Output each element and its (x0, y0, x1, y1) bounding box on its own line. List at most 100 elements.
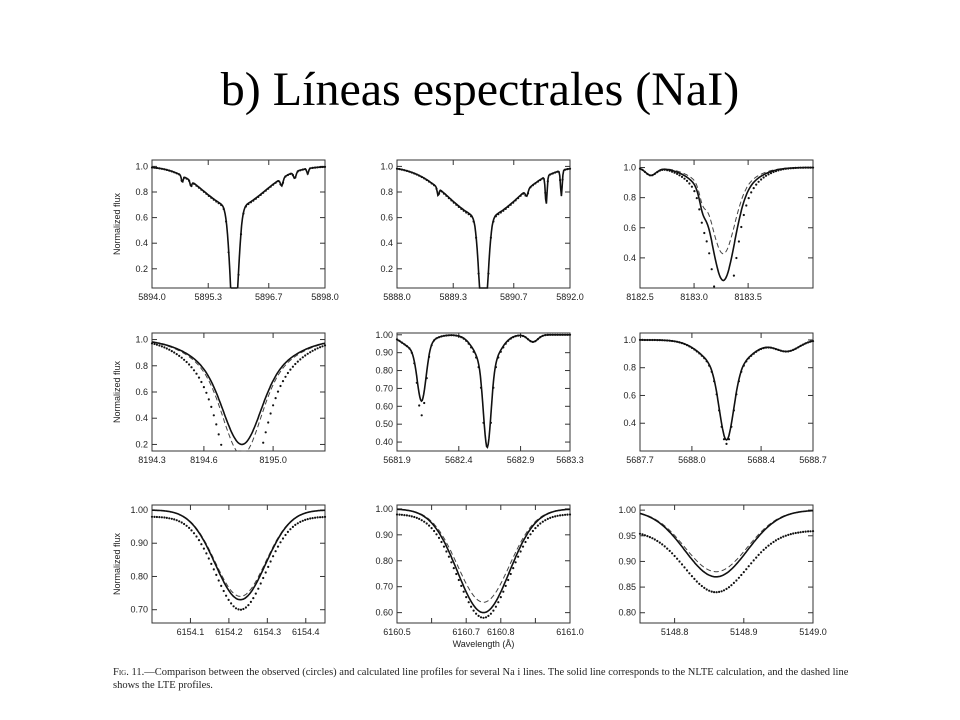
observed-point (254, 197, 257, 200)
spectrum-panel: 0.80 0.85 0.90 0.95 1.00 5148.8 5148.9 5149.0 (618, 504, 827, 637)
observed-point (683, 566, 686, 569)
observed-point (460, 584, 463, 588)
nlte-profile-line (640, 339, 814, 441)
observed-point (666, 169, 669, 172)
spectrum-panel: 0.2 0.4 0.6 0.8 1.0 8194.3 8194.6 8195.0 Normali… (112, 332, 327, 465)
observed-point (296, 170, 299, 173)
x-tick-label: 8194.3 (138, 455, 166, 465)
observed-point (190, 366, 193, 369)
observed-point (479, 386, 483, 389)
observed-point (524, 194, 527, 197)
observed-point (410, 351, 413, 354)
observed-point (544, 191, 547, 194)
observed-point (653, 538, 656, 541)
observed-point (178, 520, 181, 523)
observed-point (254, 592, 257, 595)
observed-point (504, 584, 507, 588)
observed-point (512, 201, 515, 204)
spectrum-panel: 0.70 0.80 0.90 1.00 6154.1 6154.2 6154.3 6154.4… (112, 504, 327, 637)
observed-point (447, 555, 450, 558)
observed-point (698, 352, 701, 355)
spectrum-panel: 0.40 0.50 0.60 0.70 0.80 0.90 1.00 5681.9 5682.4… (375, 330, 583, 465)
observed-point (301, 168, 304, 171)
observed-point (413, 362, 416, 365)
observed-point (638, 338, 642, 341)
observed-point (323, 344, 327, 347)
observed-point (514, 335, 517, 338)
observed-point (760, 347, 763, 351)
observed-point (539, 522, 542, 525)
observed-point (217, 202, 220, 205)
lte-profile-line (640, 339, 814, 441)
observed-point (323, 515, 327, 519)
observed-point (286, 371, 289, 375)
observed-point (811, 340, 815, 343)
observed-point (499, 211, 502, 214)
observed-point (262, 576, 265, 580)
observed-point (321, 165, 324, 169)
observed-point (705, 588, 708, 591)
observed-point (249, 600, 252, 604)
observed-point (465, 211, 468, 214)
observed-point (685, 344, 689, 347)
observed-point (807, 166, 810, 169)
observed-point (757, 180, 760, 183)
observed-point (301, 356, 304, 359)
panel-frame (639, 504, 814, 624)
observed-point (811, 166, 815, 169)
y-tick-label: 0.4 (623, 253, 636, 263)
observed-point (529, 533, 532, 536)
observed-point (455, 334, 458, 337)
observed-point (750, 191, 753, 194)
y-tick-label: 0.80 (375, 366, 393, 376)
observed-point (698, 582, 701, 586)
observed-point (499, 350, 502, 353)
y-tick-label: 1.0 (135, 335, 148, 345)
nlte-profile-line (397, 508, 570, 614)
observed-point (690, 346, 694, 349)
observed-point (638, 167, 642, 170)
observed-point (799, 531, 802, 534)
x-tick-label: 5683.3 (556, 455, 584, 465)
observed-point (155, 343, 158, 346)
x-tick-label: 5682.4 (445, 455, 473, 465)
observed-point (534, 340, 537, 343)
x-tick-label: 6154.1 (177, 627, 205, 637)
observed-point (252, 199, 255, 202)
observed-point (676, 172, 679, 175)
observed-point (242, 607, 245, 611)
y-tick-label: 1.0 (380, 161, 393, 171)
observed-point (428, 355, 431, 358)
observed-point (272, 404, 275, 407)
observed-point (489, 612, 492, 615)
observed-point (529, 340, 532, 343)
y-tick-label: 0.95 (618, 531, 636, 541)
observed-point (671, 170, 674, 173)
observed-point (173, 171, 176, 174)
observed-point (524, 540, 527, 544)
observed-point (212, 414, 215, 417)
observed-point (769, 542, 773, 545)
observed-point (257, 195, 260, 198)
observed-point (269, 185, 272, 188)
observed-point (267, 565, 270, 569)
observed-point (688, 572, 691, 575)
observed-point (539, 336, 542, 339)
observed-point (638, 532, 642, 535)
x-tick-label: 8195.0 (259, 455, 287, 465)
observed-point (188, 363, 191, 366)
spectrum-panel: 0.2 0.4 0.6 0.8 1.0 5888.0 5889.3 5890.7 5892.0 (380, 159, 584, 302)
observed-point (742, 571, 745, 574)
observed-point (252, 597, 255, 600)
observed-point (769, 172, 773, 175)
observed-point (757, 349, 760, 352)
observed-point (718, 409, 721, 412)
observed-point (269, 560, 272, 563)
observed-point (220, 203, 223, 207)
observed-point (648, 338, 652, 342)
observed-point (460, 336, 463, 339)
observed-point (420, 519, 423, 522)
observed-point (173, 351, 176, 354)
observed-point (200, 543, 203, 546)
observed-point (178, 173, 181, 176)
